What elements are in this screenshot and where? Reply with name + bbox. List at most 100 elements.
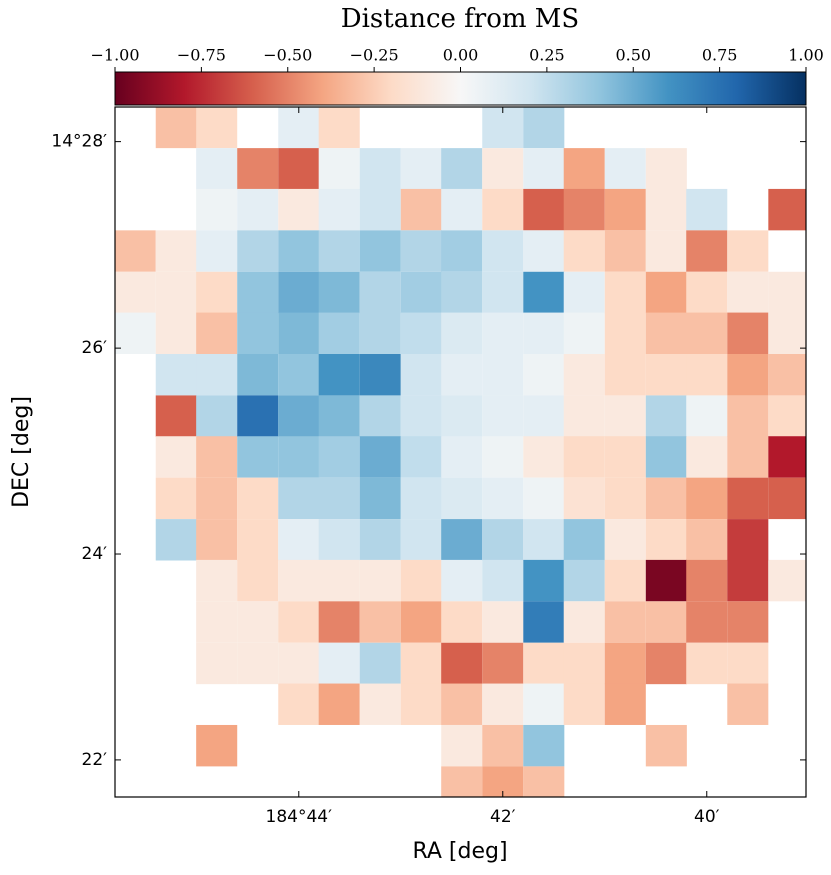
cell — [686, 230, 728, 272]
cell — [563, 354, 605, 396]
cell — [278, 107, 320, 149]
cell — [196, 601, 238, 643]
cell — [359, 312, 401, 355]
cell — [645, 188, 687, 231]
cell — [768, 436, 806, 478]
cell — [727, 230, 769, 272]
cell — [604, 148, 646, 190]
cell — [278, 148, 320, 190]
cell — [318, 312, 360, 355]
cell — [237, 312, 279, 355]
cell — [359, 271, 401, 314]
cell — [523, 601, 565, 643]
cell — [645, 642, 687, 685]
cell — [563, 559, 605, 602]
cell — [482, 312, 524, 355]
cell — [523, 683, 565, 725]
cell — [278, 683, 320, 725]
colorbar-tick-label: 0.25 — [529, 46, 565, 65]
cell — [318, 148, 360, 190]
cell — [196, 724, 238, 767]
colorbar-tick-label: −1.00 — [90, 46, 139, 65]
cell — [278, 601, 320, 643]
y-tick-label: 14°28′ — [51, 132, 107, 152]
cell — [441, 519, 483, 561]
cell — [196, 148, 238, 190]
cell — [155, 271, 197, 314]
cell — [441, 354, 483, 396]
cell — [441, 724, 483, 767]
cell — [318, 395, 360, 437]
cell — [645, 477, 687, 520]
cell — [359, 148, 401, 190]
cell — [686, 436, 728, 478]
cell — [441, 559, 483, 602]
cell — [482, 148, 524, 190]
cell — [727, 271, 769, 314]
cell — [400, 188, 442, 231]
plot-frame — [114, 106, 807, 798]
cell — [318, 230, 360, 272]
cell — [359, 230, 401, 272]
cell — [523, 188, 565, 231]
colorbar — [114, 71, 807, 106]
cell — [441, 477, 483, 520]
cell — [318, 107, 360, 149]
colorbar-tick-label: −0.75 — [177, 46, 226, 65]
cell — [318, 559, 360, 602]
cell — [645, 230, 687, 272]
cell — [441, 230, 483, 272]
cell — [400, 559, 442, 602]
cell — [196, 271, 238, 314]
colorbar-title: Distance from MS — [341, 4, 579, 34]
cell — [278, 354, 320, 396]
cell — [727, 683, 769, 725]
cell — [400, 148, 442, 190]
cell — [563, 312, 605, 355]
cell — [563, 601, 605, 643]
cell — [604, 601, 646, 643]
x-axis-label: RA [deg] — [412, 839, 507, 864]
cell — [278, 519, 320, 561]
cell — [196, 188, 238, 231]
cell — [482, 477, 524, 520]
cell — [441, 436, 483, 478]
cell — [441, 601, 483, 643]
cell — [768, 559, 806, 602]
cell — [359, 477, 401, 520]
cell — [523, 395, 565, 437]
cell — [768, 271, 806, 314]
cell — [359, 683, 401, 725]
cell — [441, 642, 483, 685]
cell — [768, 477, 806, 520]
cell — [237, 519, 279, 561]
cell — [441, 312, 483, 355]
cell — [196, 436, 238, 478]
cell — [645, 436, 687, 478]
cell — [359, 642, 401, 685]
cell — [441, 766, 483, 797]
cell — [155, 107, 197, 149]
cell — [278, 188, 320, 231]
cell — [645, 559, 687, 602]
cell — [604, 354, 646, 396]
cell — [441, 683, 483, 725]
y-tick-label: 22′ — [82, 750, 108, 770]
cell — [523, 230, 565, 272]
cell — [727, 642, 769, 685]
cell — [563, 395, 605, 437]
cell — [523, 312, 565, 355]
cell — [400, 312, 442, 355]
cell — [278, 230, 320, 272]
cell — [563, 188, 605, 231]
cell — [727, 395, 769, 437]
cell — [523, 519, 565, 561]
cell — [604, 395, 646, 437]
cell — [237, 230, 279, 272]
cell — [400, 642, 442, 685]
cell — [482, 436, 524, 478]
cell — [196, 559, 238, 602]
cell — [318, 436, 360, 478]
cell — [768, 395, 806, 437]
cell — [278, 642, 320, 685]
